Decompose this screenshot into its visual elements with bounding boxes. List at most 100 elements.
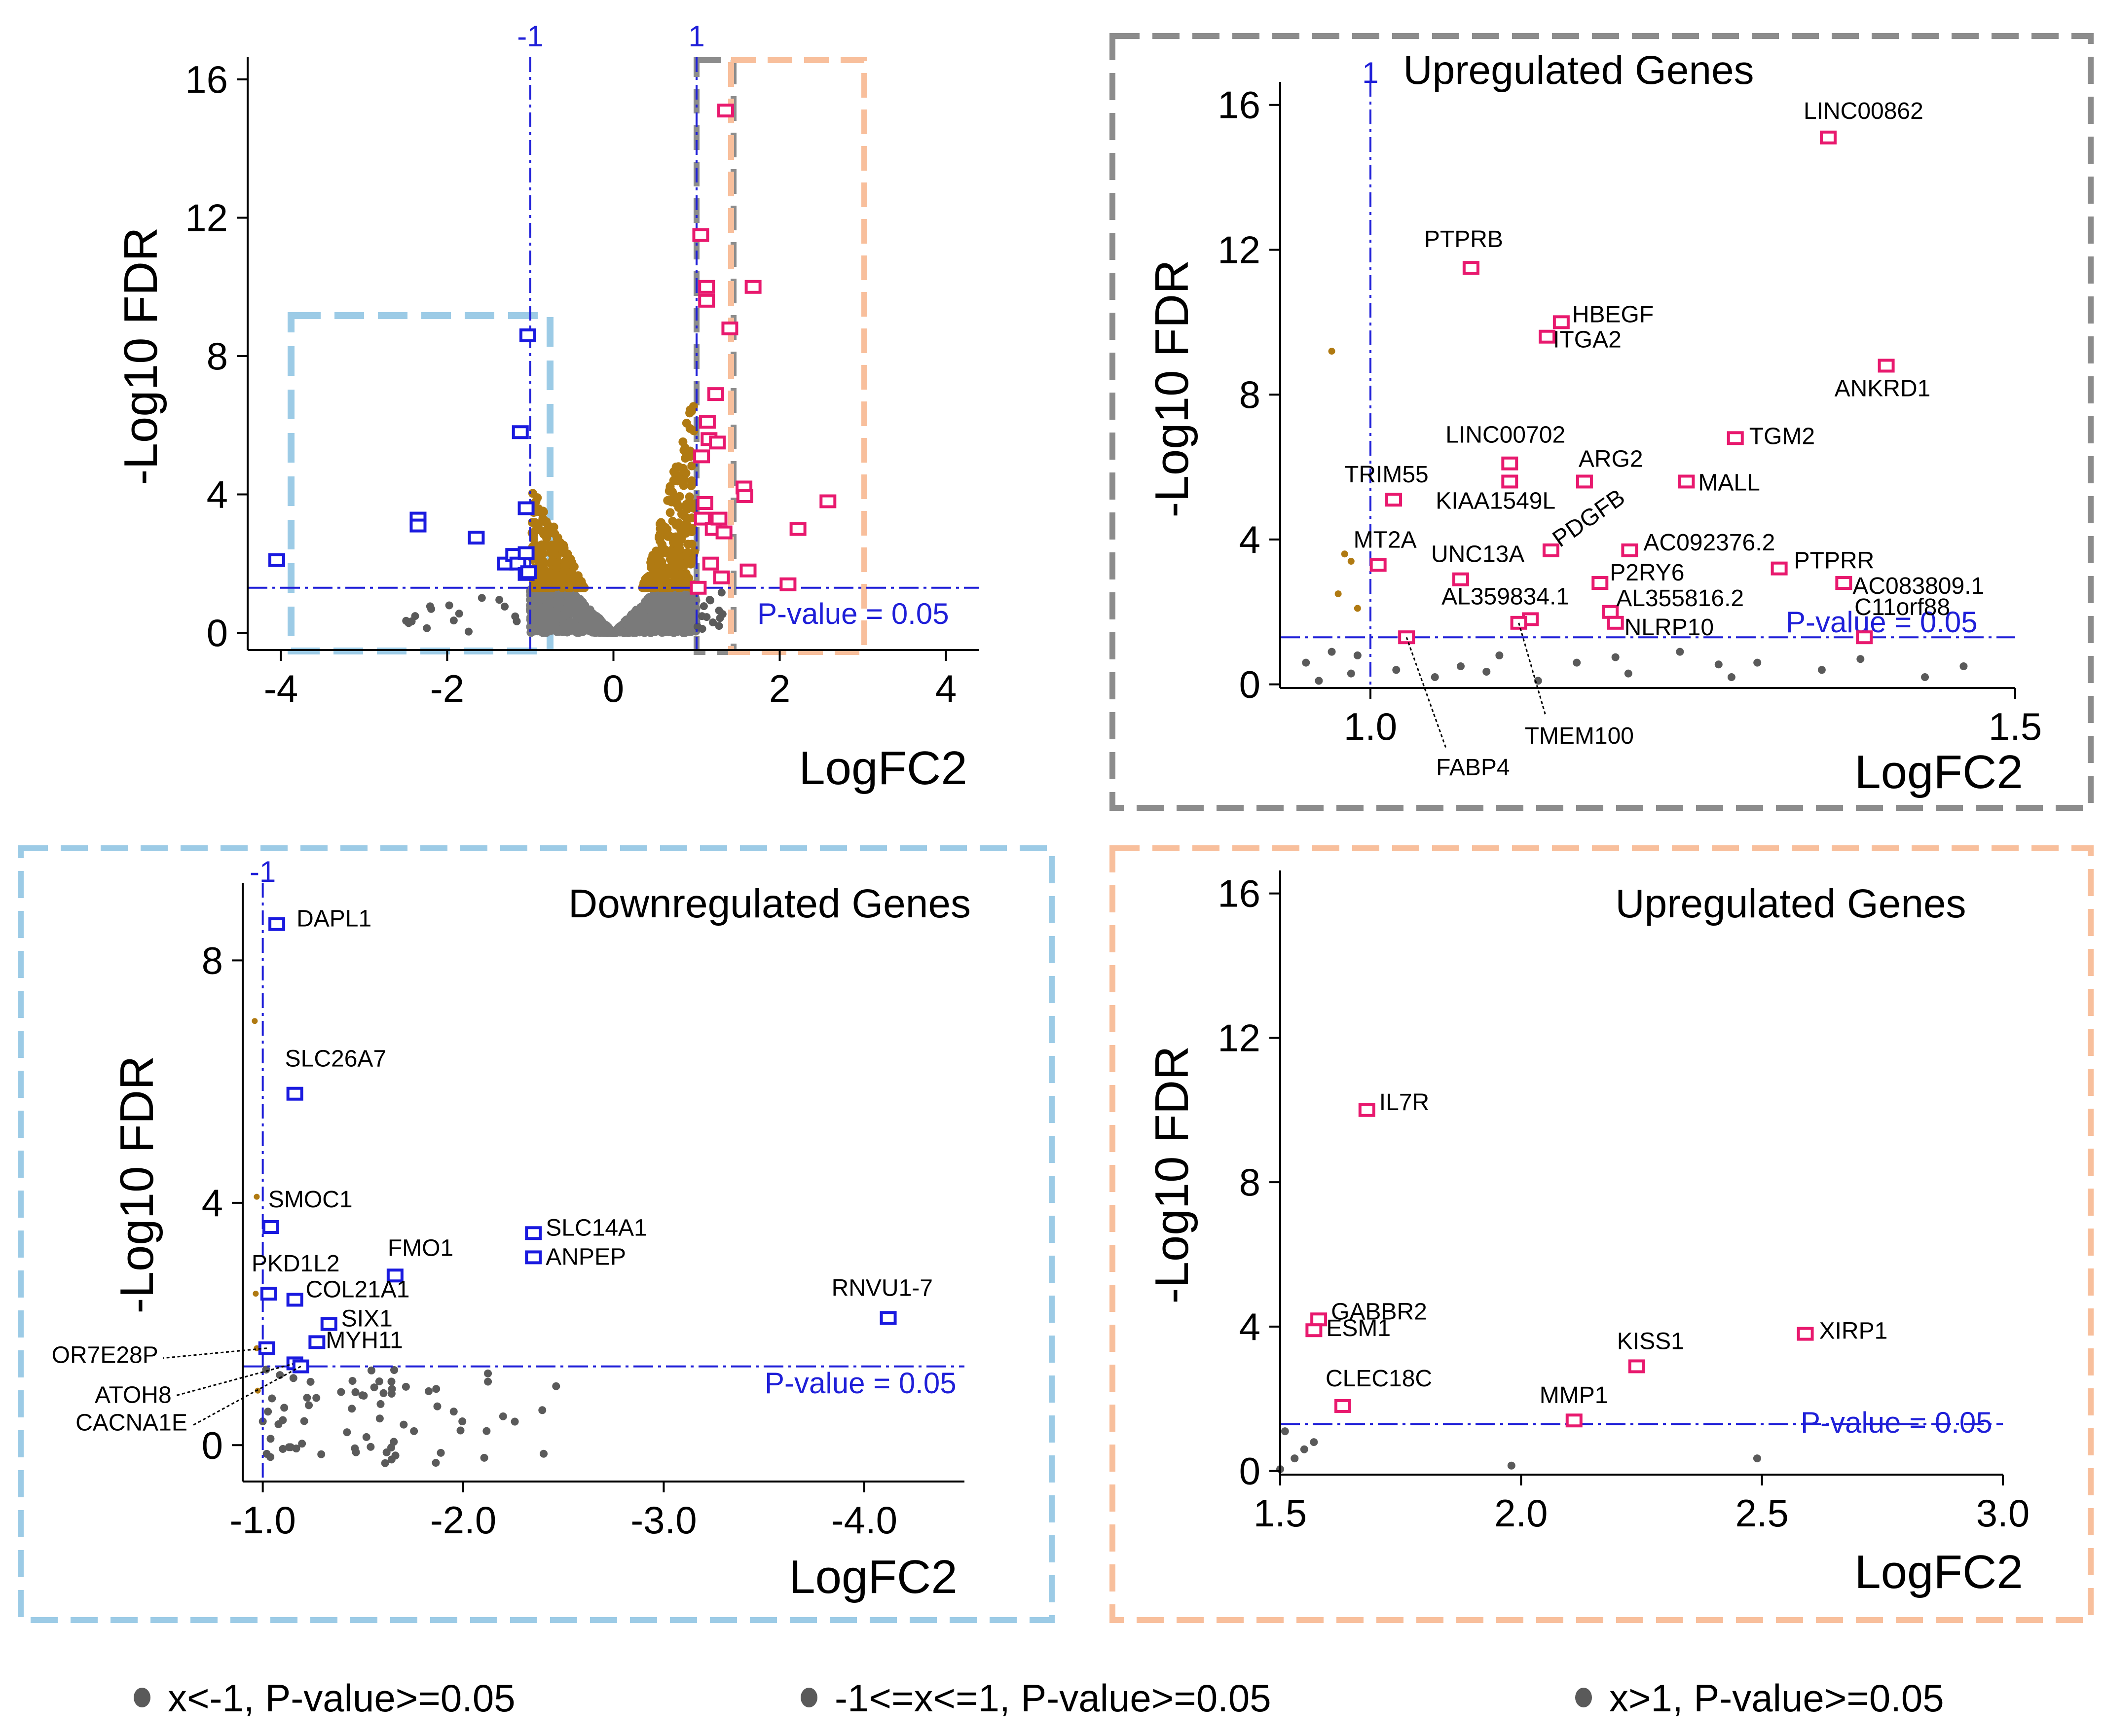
gene-point bbox=[386, 1268, 404, 1283]
background-point bbox=[700, 602, 708, 611]
y-tick-label: 16 bbox=[1218, 872, 1260, 915]
upregulated-point bbox=[693, 449, 710, 464]
background-point bbox=[572, 608, 582, 617]
upregulated-point bbox=[698, 293, 715, 308]
background-point bbox=[1727, 673, 1735, 681]
background-point bbox=[709, 618, 717, 627]
upregulated-point bbox=[717, 104, 735, 118]
background-point bbox=[1347, 557, 1355, 565]
gene-label: KISS1 bbox=[1617, 1328, 1684, 1354]
background-point bbox=[480, 1453, 488, 1462]
background-point bbox=[381, 1459, 389, 1467]
gene-label: ESM1 bbox=[1326, 1315, 1391, 1341]
gene-label: FMO1 bbox=[388, 1235, 453, 1261]
background-point bbox=[553, 533, 562, 542]
background-point bbox=[337, 1388, 345, 1396]
gene-point bbox=[1305, 1323, 1323, 1338]
background-point bbox=[1354, 605, 1361, 612]
background-point bbox=[665, 508, 675, 517]
background-point bbox=[370, 1383, 378, 1392]
background-point bbox=[585, 606, 594, 615]
background-point bbox=[1302, 658, 1310, 667]
background-point bbox=[465, 627, 473, 636]
background-point bbox=[628, 628, 638, 637]
background-point bbox=[1328, 348, 1335, 355]
x-tick-label: 1.5 bbox=[1989, 705, 2042, 748]
background-point bbox=[511, 612, 519, 620]
x-tick-label: 2.5 bbox=[1735, 1491, 1788, 1535]
background-point bbox=[671, 499, 681, 508]
gene-label: TMEM100 bbox=[1525, 723, 1634, 749]
background-point bbox=[280, 1404, 289, 1412]
gene-label: UNC13A bbox=[1431, 542, 1524, 568]
background-point bbox=[715, 622, 723, 630]
gene-point bbox=[1797, 1327, 1814, 1341]
background-point bbox=[540, 1449, 548, 1458]
y-axis-title: -Log10 FDR bbox=[1145, 260, 1198, 518]
background-point bbox=[642, 573, 652, 582]
background-point bbox=[559, 610, 568, 619]
x-tick-label: -2 bbox=[430, 667, 464, 710]
y-tick-label: 0 bbox=[207, 611, 228, 654]
background-point bbox=[343, 1428, 351, 1437]
gene-label: CLEC18C bbox=[1326, 1366, 1432, 1392]
gene-label: ARG2 bbox=[1579, 446, 1643, 472]
upregulated-point bbox=[696, 496, 713, 510]
background-point bbox=[303, 1394, 311, 1402]
x-axis-title: LogFC2 bbox=[799, 742, 967, 795]
gene-point bbox=[1602, 605, 1619, 619]
background-point bbox=[539, 595, 549, 604]
leader-line bbox=[176, 1362, 295, 1396]
background-point bbox=[664, 624, 673, 633]
background-point bbox=[676, 623, 685, 633]
gene-label: SIX1 bbox=[341, 1306, 393, 1332]
background-point bbox=[1328, 648, 1336, 656]
background-point bbox=[1482, 667, 1491, 676]
background-point bbox=[1921, 673, 1929, 681]
upregulated-point bbox=[707, 387, 724, 401]
background-point bbox=[456, 1426, 465, 1435]
background-point bbox=[1573, 658, 1581, 667]
upregulated-zoom-plot-2: P-value = 0.05 0 4 8 12 16 1.5 2.0 2.5 3.0 LogFC2 -… bbox=[1145, 870, 2030, 1598]
background-point bbox=[348, 1405, 356, 1413]
background-point bbox=[538, 1406, 547, 1414]
y-tick-label: 4 bbox=[202, 1181, 223, 1225]
gene-point bbox=[260, 1287, 277, 1301]
background-point bbox=[563, 600, 573, 609]
gene-label: SLC14A1 bbox=[546, 1215, 647, 1241]
background-point bbox=[663, 606, 672, 615]
downregulated-point bbox=[519, 328, 536, 342]
fold-change-threshold-label: 1 bbox=[1362, 56, 1378, 89]
background-point bbox=[566, 554, 575, 564]
background-point bbox=[268, 1394, 276, 1403]
background-point bbox=[1753, 658, 1762, 667]
background-point bbox=[1624, 669, 1632, 678]
x-tick-label: 3.0 bbox=[1976, 1491, 2030, 1535]
zoom-box-blue-overview bbox=[288, 312, 554, 654]
p-value-threshold-label: P-value = 0.05 bbox=[757, 597, 949, 630]
background-point bbox=[511, 1417, 519, 1426]
gene-label: GABBR2 bbox=[1331, 1299, 1427, 1325]
background-point bbox=[679, 561, 689, 570]
x-axis-title: LogFC2 bbox=[1854, 746, 2023, 798]
background-point bbox=[698, 612, 706, 620]
background-point bbox=[300, 1417, 308, 1425]
background-point bbox=[254, 1194, 260, 1200]
gene-label: ANPEP bbox=[546, 1244, 626, 1270]
y-tick-label: 8 bbox=[202, 939, 223, 982]
background-point bbox=[362, 1433, 370, 1441]
background-point bbox=[693, 622, 701, 631]
background-point bbox=[289, 1374, 297, 1382]
gene-point bbox=[1501, 474, 1518, 489]
background-point bbox=[437, 1448, 445, 1457]
upregulated-point bbox=[699, 415, 716, 429]
gene-point bbox=[1621, 543, 1638, 557]
upregulated-point bbox=[779, 577, 797, 591]
downregulated-point bbox=[409, 518, 427, 533]
background-point bbox=[458, 1417, 467, 1426]
y-axis-title: -Log10 FDR bbox=[111, 1056, 163, 1314]
background-point bbox=[553, 575, 562, 584]
background-point bbox=[455, 610, 463, 618]
gene-point bbox=[268, 917, 286, 931]
